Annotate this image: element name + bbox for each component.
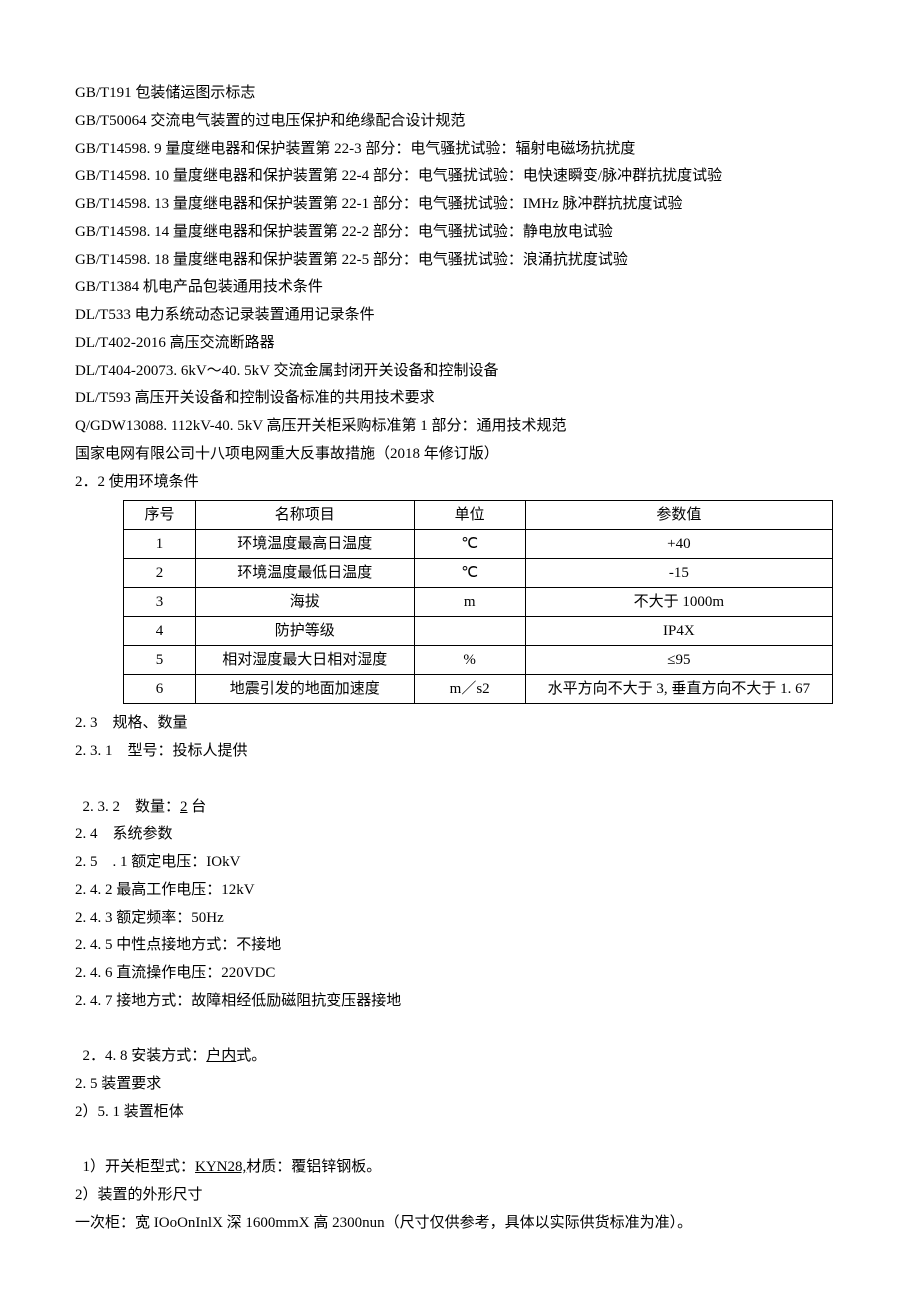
table-row: 1环境温度最高日温度℃+40 [124, 530, 833, 559]
table-cell: m [414, 588, 525, 617]
standard-line: GB/T14598. 18 量度继电器和保护装置第 22-5 部分：电气骚扰试验… [75, 247, 845, 275]
section-2-3-2: 2. 3. 2 数量：2 台 [75, 766, 845, 822]
table-cell: ℃ [414, 559, 525, 588]
table-cell: 相对湿度最大日相对湿度 [195, 646, 414, 675]
table-row: 6地震引发的地面加速度m／s2水平方向不大于 3, 垂直方向不大于 1. 67 [124, 675, 833, 704]
standard-line: DL/T533 电力系统动态记录装置通用记录条件 [75, 302, 845, 330]
i1-post: 材质：覆铝锌钢板。 [246, 1159, 381, 1175]
section-2-4: 2. 4 系统参数 [75, 821, 845, 849]
standard-line: GB/T14598. 10 量度继电器和保护装置第 22-4 部分：电气骚扰试验… [75, 163, 845, 191]
item-2: 2）装置的外形尺寸 [75, 1182, 845, 1210]
th-seq: 序号 [124, 501, 196, 530]
s248-pre: 2．4. 8 安装方式： [83, 1048, 207, 1064]
standard-line: DL/T404-20073. 6kV～40. 5kV 交流金属封闭开关设备和控制… [75, 358, 845, 386]
env-conditions-table: 序号 名称项目 单位 参数值 1环境温度最高日温度℃+402环境温度最低日温度℃… [123, 500, 833, 704]
section-2-4-5: 2. 4. 5 中性点接地方式：不接地 [75, 932, 845, 960]
standard-line: DL/T402-2016 高压交流断路器 [75, 330, 845, 358]
th-val: 参数值 [525, 501, 832, 530]
table-cell: 防护等级 [195, 617, 414, 646]
section-2-5-1: 2. 5 . 1 额定电压：IOkV [75, 849, 845, 877]
table-cell: 5 [124, 646, 196, 675]
section-2-5: 2. 5 装置要求 [75, 1071, 845, 1099]
th-name: 名称项目 [195, 501, 414, 530]
table-cell: ℃ [414, 530, 525, 559]
i1-pre: 1）开关柜型式： [83, 1159, 196, 1175]
section-2-3: 2. 3 规格、数量 [75, 710, 845, 738]
s232-qty: 2 [180, 799, 188, 815]
table-cell: 环境温度最低日温度 [195, 559, 414, 588]
table-cell: 6 [124, 675, 196, 704]
table-cell: IP4X [525, 617, 832, 646]
section-2-4-3: 2. 4. 3 额定频率：50Hz [75, 905, 845, 933]
s248-post: 式。 [236, 1048, 266, 1064]
section-2-2-title: 2．2 使用环境条件 [75, 469, 845, 497]
table-cell [414, 617, 525, 646]
table-cell: 不大于 1000m [525, 588, 832, 617]
table-cell: 1 [124, 530, 196, 559]
section-2-4-6: 2. 4. 6 直流操作电压：220VDC [75, 960, 845, 988]
standards-list: GB/T191 包装储运图示标志GB/T50064 交流电气装置的过电压保护和绝… [75, 80, 845, 469]
table-cell: -15 [525, 559, 832, 588]
th-unit: 单位 [414, 501, 525, 530]
table-cell: 3 [124, 588, 196, 617]
dimensions: 一次柜：宽 IOoOnInlX 深 1600mmX 高 2300nun（尺寸仅供… [75, 1210, 845, 1238]
table-cell: % [414, 646, 525, 675]
table-cell: +40 [525, 530, 832, 559]
standard-line: GB/T14598. 14 量度继电器和保护装置第 22-2 部分：电气骚扰试验… [75, 219, 845, 247]
table-cell: 地震引发的地面加速度 [195, 675, 414, 704]
table-row: 5相对湿度最大日相对湿度%≤95 [124, 646, 833, 675]
standard-line: GB/T1384 机电产品包装通用技术条件 [75, 274, 845, 302]
table-cell: 水平方向不大于 3, 垂直方向不大于 1. 67 [525, 675, 832, 704]
section-2-4-2: 2. 4. 2 最高工作电压：12kV [75, 877, 845, 905]
table-cell: 2 [124, 559, 196, 588]
standard-line: GB/T191 包装储运图示标志 [75, 80, 845, 108]
table-cell: 海拔 [195, 588, 414, 617]
standard-line: Q/GDW13088. 112kV-40. 5kV 高压开关柜采购标准第 1 部… [75, 413, 845, 441]
table-row: 3海拔m不大于 1000m [124, 588, 833, 617]
table-cell: m／s2 [414, 675, 525, 704]
standard-line: DL/T593 高压开关设备和控制设备标准的共用技术要求 [75, 385, 845, 413]
s248-val: 户内 [206, 1048, 236, 1064]
section-2-4-8: 2．4. 8 安装方式：户内式。 [75, 1016, 845, 1072]
standard-line: GB/T14598. 13 量度继电器和保护装置第 22-1 部分：电气骚扰试验… [75, 191, 845, 219]
standard-line: GB/T14598. 9 量度继电器和保护装置第 22-3 部分：电气骚扰试验：… [75, 136, 845, 164]
standard-line: GB/T50064 交流电气装置的过电压保护和绝缘配合设计规范 [75, 108, 845, 136]
s232-pre: 2. 3. 2 数量： [83, 799, 181, 815]
table-row: 4防护等级 IP4X [124, 617, 833, 646]
table-cell: 4 [124, 617, 196, 646]
section-2-5-1b: 2）5. 1 装置柜体 [75, 1099, 845, 1127]
standard-line: 国家电网有限公司十八项电网重大反事故措施（2018 年修订版） [75, 441, 845, 469]
s232-post: 台 [188, 799, 207, 815]
item-1: 1）开关柜型式：KYN28,材质：覆铝锌钢板。 [75, 1127, 845, 1183]
section-2-4-7: 2. 4. 7 接地方式：故障相经低励磁阻抗变压器接地 [75, 988, 845, 1016]
i1-model: KYN28, [195, 1159, 246, 1175]
table-cell: 环境温度最高日温度 [195, 530, 414, 559]
table-cell: ≤95 [525, 646, 832, 675]
section-2-3-1: 2. 3. 1 型号：投标人提供 [75, 738, 845, 766]
table-row: 2环境温度最低日温度℃-15 [124, 559, 833, 588]
table-header-row: 序号 名称项目 单位 参数值 [124, 501, 833, 530]
